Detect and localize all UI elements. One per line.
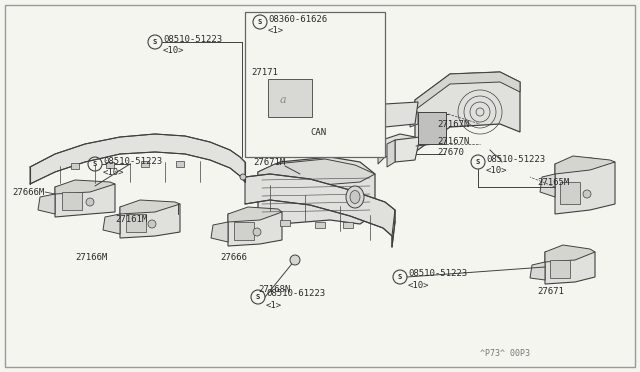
Text: 27666: 27666 [220,253,247,262]
Polygon shape [545,245,595,262]
Text: a: a [280,95,286,105]
Polygon shape [385,134,415,157]
Text: 27666M: 27666M [12,187,44,196]
Text: <10>: <10> [486,166,508,174]
Polygon shape [415,72,520,152]
Text: S: S [476,159,480,165]
Bar [176,160,184,167]
Text: 27165M: 27165M [537,177,569,186]
Text: ^P73^ 00P3: ^P73^ 00P3 [480,350,530,359]
Polygon shape [245,174,395,247]
Bar [245,12,385,157]
Bar [234,222,254,240]
Circle shape [583,190,591,198]
Polygon shape [258,159,375,186]
Text: 27670: 27670 [437,148,464,157]
Bar [418,112,446,144]
Circle shape [253,228,261,236]
Polygon shape [415,72,520,110]
Circle shape [148,220,156,228]
Text: 27671: 27671 [537,288,564,296]
Bar [315,222,325,228]
Text: 08510-51223: 08510-51223 [408,269,467,279]
Text: S: S [256,294,260,300]
Text: 27171: 27171 [251,67,278,77]
Bar [126,214,146,232]
Text: <10>: <10> [408,280,429,289]
Text: 27161M: 27161M [115,215,147,224]
Circle shape [240,174,246,180]
Polygon shape [228,210,282,246]
Text: 27671M: 27671M [253,157,285,167]
Polygon shape [410,112,418,127]
Text: 27167N: 27167N [437,119,469,128]
Text: S: S [258,19,262,25]
Text: 08360-61626: 08360-61626 [268,15,327,23]
Text: 08510-51223: 08510-51223 [163,35,222,44]
Polygon shape [385,102,418,127]
Text: <1>: <1> [268,26,284,35]
Polygon shape [395,137,420,162]
Bar [62,192,82,210]
Text: 08510-51223: 08510-51223 [103,157,162,166]
Text: S: S [153,39,157,45]
Bar [141,161,149,167]
Polygon shape [30,134,245,184]
Text: 08510-61223: 08510-61223 [266,289,325,298]
Polygon shape [211,222,228,242]
Bar [560,182,580,204]
Polygon shape [258,157,375,224]
Bar [71,163,79,169]
Polygon shape [228,207,282,222]
Bar [550,260,570,278]
Polygon shape [540,174,555,197]
Polygon shape [555,156,615,174]
Text: <10>: <10> [103,167,125,176]
Ellipse shape [346,186,364,208]
Ellipse shape [350,190,360,203]
Text: S: S [93,161,97,167]
Text: 27166M: 27166M [75,253,108,262]
Text: 08510-51223: 08510-51223 [486,154,545,164]
Polygon shape [262,67,318,124]
Bar [268,79,312,117]
Text: S: S [398,274,402,280]
Polygon shape [555,158,615,214]
Polygon shape [262,67,318,77]
Polygon shape [103,214,120,234]
Circle shape [86,198,94,206]
Polygon shape [120,202,180,238]
Polygon shape [387,140,395,167]
Polygon shape [378,139,385,164]
Bar [280,220,290,226]
Bar [106,162,114,168]
Text: <10>: <10> [163,45,184,55]
Polygon shape [55,182,115,217]
Text: CAN: CAN [310,128,326,137]
Polygon shape [378,104,385,134]
Polygon shape [545,248,595,284]
Text: 27168N: 27168N [258,285,291,295]
Polygon shape [120,200,180,214]
Text: 27167N: 27167N [437,137,469,145]
Polygon shape [55,180,115,194]
Polygon shape [38,194,55,214]
Polygon shape [530,262,545,280]
Text: <1>: <1> [266,301,282,310]
Bar [343,222,353,228]
Circle shape [290,255,300,265]
